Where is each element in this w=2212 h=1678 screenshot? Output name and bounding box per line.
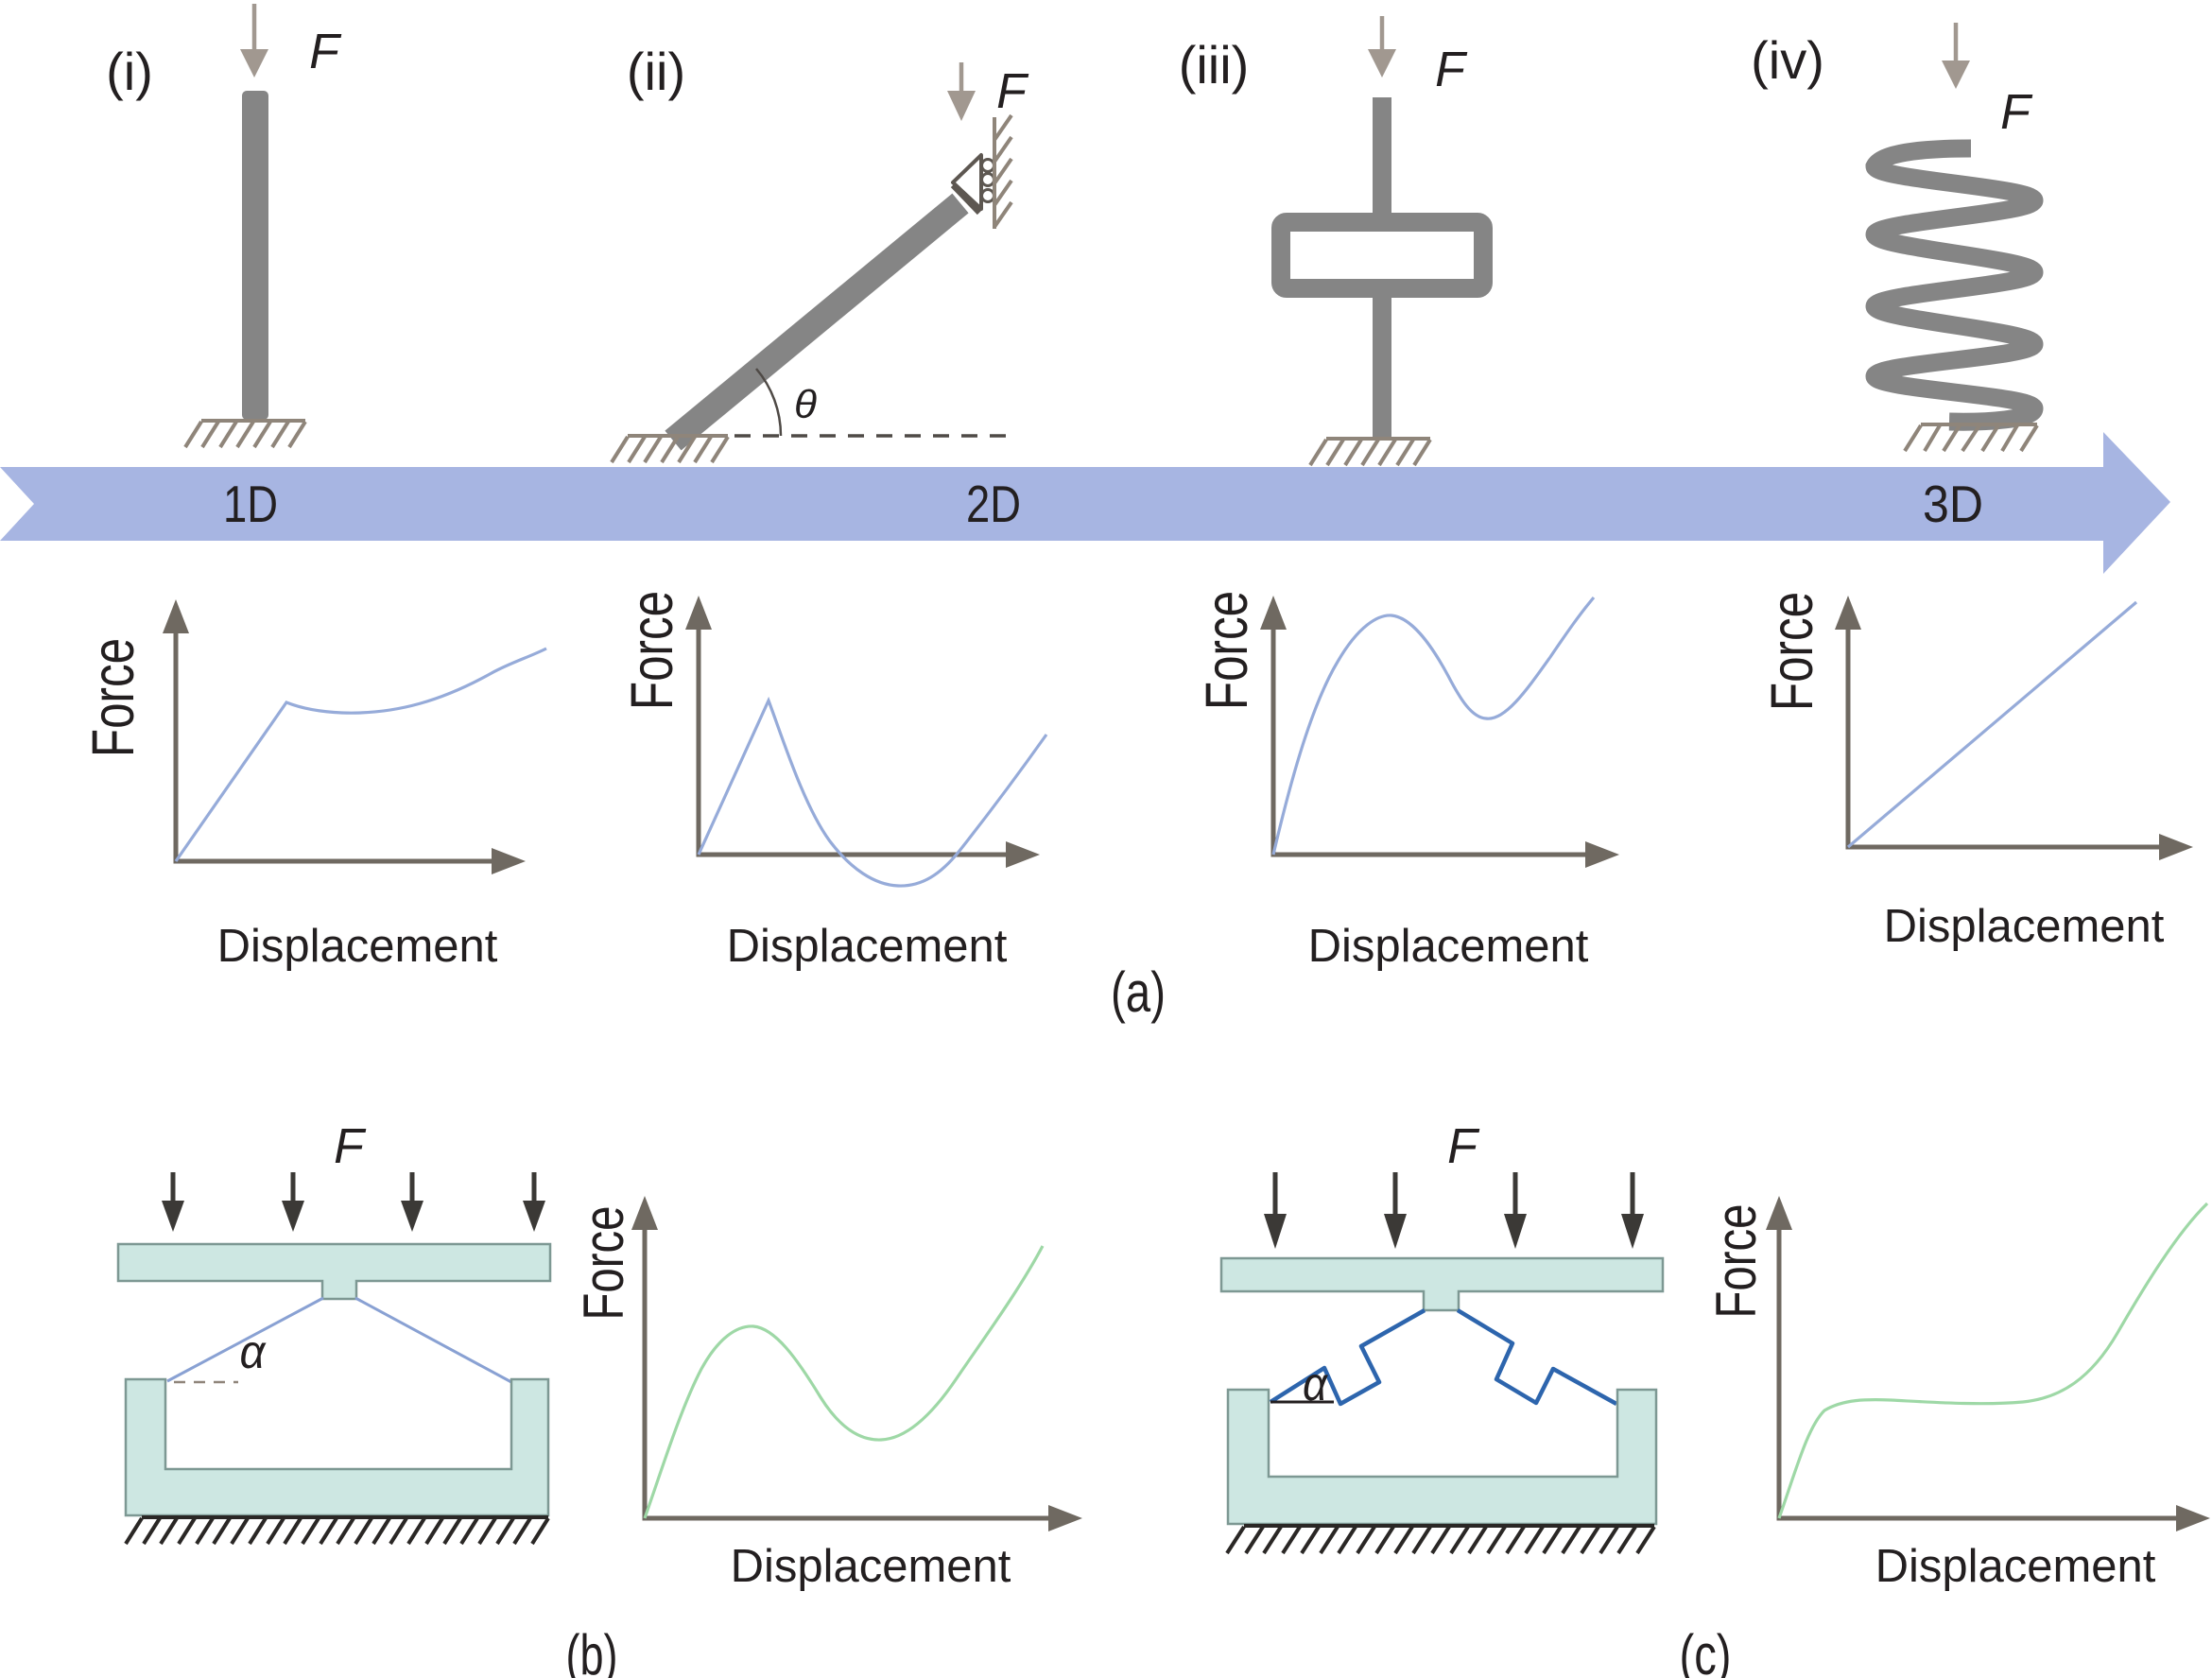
svg-text:Force: Force — [619, 591, 685, 710]
svg-text:F: F — [334, 1119, 367, 1174]
svg-text:Force: Force — [1759, 592, 1825, 711]
svg-text:(b): (b) — [566, 1623, 618, 1678]
svg-text:Displacement: Displacement — [727, 921, 1008, 972]
svg-text:α: α — [240, 1325, 267, 1378]
svg-text:Force: Force — [1704, 1204, 1768, 1319]
svg-text:(c): (c) — [1680, 1623, 1732, 1678]
svg-text:θ: θ — [794, 382, 817, 426]
svg-text:F: F — [1435, 43, 1468, 97]
svg-text:F: F — [1447, 1119, 1480, 1174]
svg-text:(i): (i) — [106, 42, 153, 101]
svg-text:2D: 2D — [966, 475, 1021, 533]
svg-text:Displacement: Displacement — [217, 921, 498, 972]
svg-text:Displacement: Displacement — [731, 1541, 1011, 1592]
svg-text:Force: Force — [572, 1206, 635, 1321]
svg-text:F: F — [996, 64, 1029, 119]
svg-text:(iii): (iii) — [1179, 35, 1250, 95]
svg-text:3D: 3D — [1923, 475, 1983, 533]
svg-text:1D: 1D — [223, 475, 278, 533]
svg-text:α: α — [1303, 1358, 1328, 1410]
svg-text:Displacement: Displacement — [1875, 1541, 2156, 1592]
svg-text:F: F — [309, 25, 342, 79]
svg-text:(a): (a) — [1111, 960, 1166, 1024]
svg-text:F: F — [2000, 85, 2033, 140]
svg-text:(iv): (iv) — [1751, 30, 1824, 90]
svg-text:(ii): (ii) — [627, 42, 685, 101]
svg-text:Force: Force — [80, 638, 147, 757]
svg-text:Displacement: Displacement — [1884, 901, 2165, 952]
svg-text:Displacement: Displacement — [1308, 921, 1589, 972]
svg-text:Force: Force — [1194, 591, 1260, 710]
